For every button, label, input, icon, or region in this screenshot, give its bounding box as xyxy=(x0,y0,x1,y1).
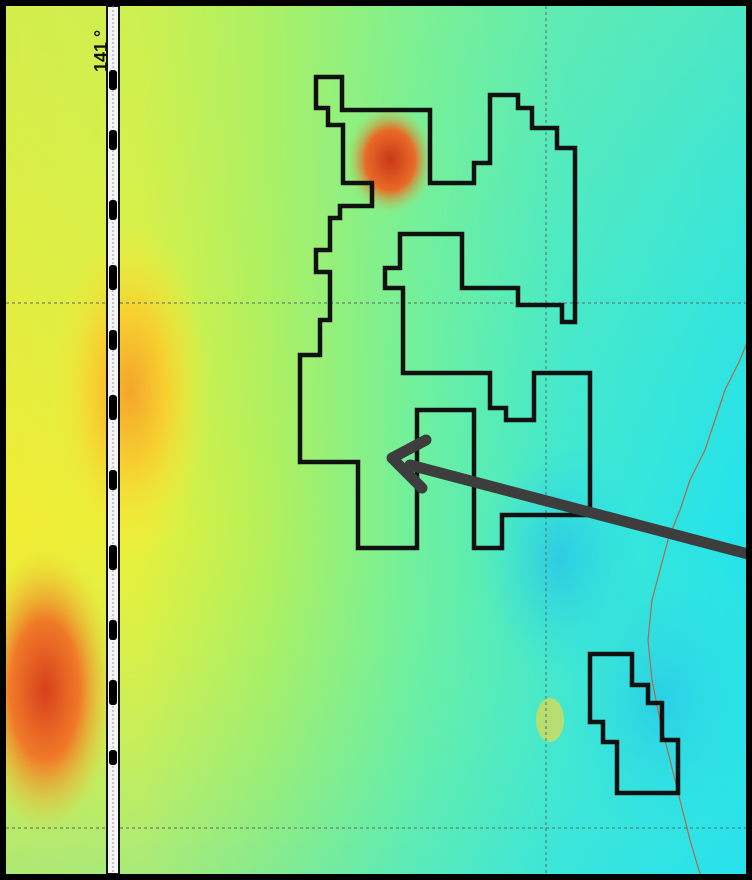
pointer-arrow-icon xyxy=(386,434,752,561)
tenement-outlines xyxy=(297,74,681,796)
tenement-outline-main xyxy=(297,74,593,551)
tenement-outline-south xyxy=(587,651,681,796)
anomaly-raster xyxy=(0,6,752,874)
graticule-label: 141 ° xyxy=(91,30,111,72)
graticule-lines xyxy=(6,6,752,874)
longitude-scale-bar xyxy=(106,5,120,875)
road-line xyxy=(647,329,752,875)
